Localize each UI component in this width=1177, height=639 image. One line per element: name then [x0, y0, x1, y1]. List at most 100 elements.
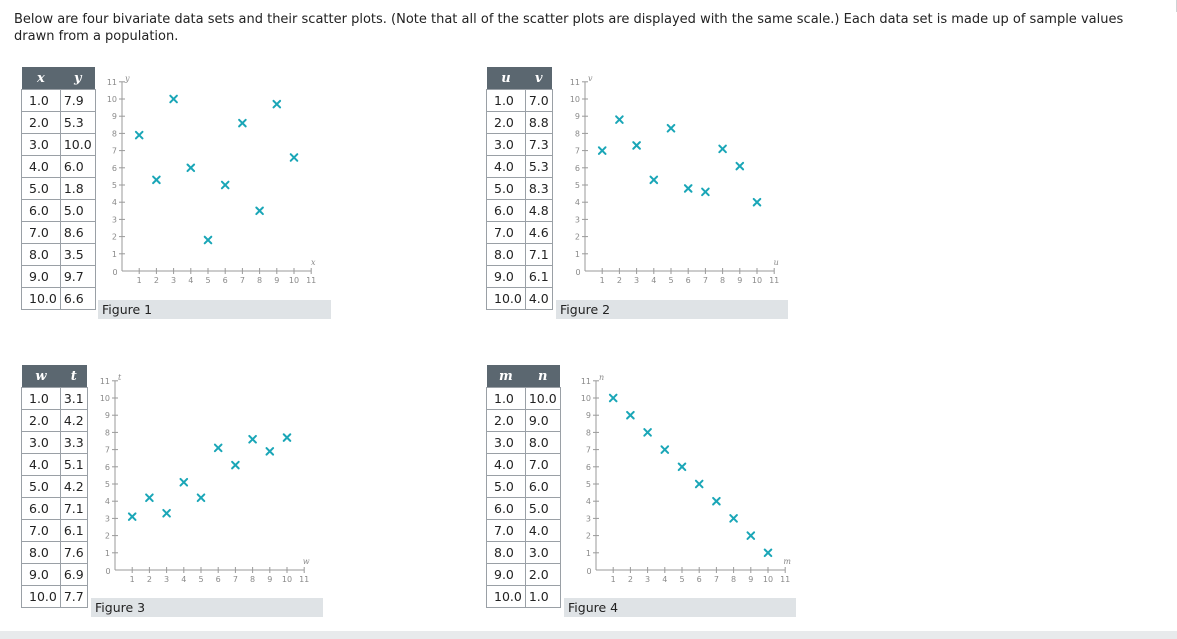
- table-row: 1.0 3.1: [21, 387, 88, 410]
- table-cell-x: 2.0: [486, 111, 526, 134]
- table-cell-x: 7.0: [21, 519, 61, 542]
- data-point: [272, 99, 282, 109]
- x-tick-label: 7: [714, 575, 719, 584]
- table-cell-y: 8.8: [524, 111, 553, 134]
- y-tick-label: 11: [107, 78, 117, 87]
- x-tick-label: 7: [240, 276, 245, 285]
- table-cell-x: 4.0: [486, 453, 526, 476]
- y-tick-label: 11: [100, 377, 110, 386]
- table-cell-y: 4.2: [59, 475, 88, 498]
- table-cell-y: 7.6: [59, 541, 88, 564]
- table-cell-y: 7.7: [59, 585, 88, 608]
- data-point: [649, 175, 659, 185]
- table-row: 4.0 6.0: [21, 155, 96, 178]
- x-tick-label: 5: [198, 575, 203, 584]
- figure-caption: Figure 4: [564, 598, 796, 617]
- x-tick-label: 9: [274, 276, 279, 285]
- x-tick-label: 10: [752, 276, 762, 285]
- y-tick-label: 8: [112, 129, 117, 138]
- table-header-y-header: y: [60, 67, 96, 90]
- data-point: [677, 462, 687, 472]
- table-cell-x: 10.0: [21, 287, 61, 310]
- table-cell-x: 6.0: [486, 497, 526, 520]
- table-cell-y: 6.1: [59, 519, 88, 542]
- table-row: 7.0 4.0: [486, 519, 561, 542]
- data-point: [683, 184, 693, 193]
- data-point: [179, 477, 189, 487]
- y-tick-label: 7: [575, 147, 580, 156]
- x-tick-label: 8: [250, 575, 255, 584]
- data-point: [752, 197, 762, 207]
- y-tick-label: 5: [586, 480, 591, 489]
- y-tick-label: 9: [105, 411, 110, 420]
- x-tick-label: 2: [617, 276, 622, 285]
- table-row: 1.0 7.0: [486, 89, 553, 112]
- table-cell-x: 4.0: [21, 155, 61, 178]
- y-tick-label: 9: [586, 411, 591, 420]
- table-row: 9.0 2.0: [486, 563, 561, 586]
- table-cell-y: 6.0: [524, 475, 561, 498]
- table-cell-y: 1.8: [59, 177, 96, 200]
- data-point: [608, 393, 618, 403]
- table-cell-y: 6.1: [524, 265, 553, 288]
- table-cell-x: 3.0: [21, 133, 61, 156]
- table-cell-y: 7.1: [524, 243, 553, 266]
- x-tick-label: 4: [651, 276, 656, 285]
- x-tick-label: 6: [223, 276, 228, 285]
- y-tick-label: 6: [586, 463, 591, 472]
- data-point: [666, 123, 676, 133]
- y-tick-label: 8: [105, 428, 110, 437]
- table-row: 9.0 9.7: [21, 265, 96, 288]
- x-tick-label: 3: [164, 575, 169, 584]
- table-cell-x: 7.0: [486, 519, 526, 542]
- data-table: w t 1.0 3.1 2.0 4.2 3.0 3.3 4.0 5.1 5.0 4.2 6.0 7.1 7.…: [21, 365, 88, 608]
- table-cell-y: 4.0: [524, 287, 553, 310]
- data-point: [265, 447, 275, 456]
- data-point: [597, 146, 607, 155]
- origin-label: 0: [105, 567, 110, 576]
- table-cell-x: 8.0: [21, 243, 61, 266]
- y-tick-label: 11: [581, 377, 591, 386]
- table-row: 3.0 8.0: [486, 431, 561, 454]
- data-point: [718, 144, 727, 154]
- data-point: [186, 163, 196, 173]
- table-cell-x: 8.0: [486, 541, 526, 564]
- y-tick-label: 5: [112, 181, 117, 190]
- data-point: [729, 514, 738, 523]
- table-cell-y: 3.1: [59, 387, 88, 410]
- y-axis-name: v: [588, 74, 593, 83]
- data-table: u v 1.0 7.0 2.0 8.8 3.0 7.3 4.0 5.3 5.0 8.3 6.0 4.8 7.…: [486, 67, 553, 310]
- figure-caption: Figure 2: [556, 300, 788, 319]
- data-table: x y 1.0 7.9 2.0 5.3 3.0 10.0 4.0 6.0 5.0 1.8 6.0 5.0 7…: [21, 67, 96, 310]
- y-tick-label: 3: [586, 514, 591, 523]
- table-cell-x: 1.0: [486, 387, 526, 410]
- x-tick-label: 4: [662, 575, 667, 584]
- table-row: 10.0 6.6: [21, 287, 96, 310]
- table-row: 8.0 7.1: [486, 243, 553, 266]
- table-row: 4.0 5.1: [21, 453, 88, 476]
- y-tick-label: 9: [112, 112, 117, 121]
- origin-label: 0: [112, 268, 117, 277]
- x-tick-label: 1: [600, 276, 605, 285]
- table-row: 5.0 8.3: [486, 177, 553, 200]
- table-row: 10.0 1.0: [486, 585, 561, 608]
- x-tick-label: 5: [205, 276, 210, 285]
- x-tick-label: 7: [233, 575, 238, 584]
- data-table: m n 1.0 10.0 2.0 9.0 3.0 8.0 4.0 7.0 5.0 6.0 6.0 5.0 7…: [486, 365, 561, 608]
- x-tick-label: 6: [697, 575, 702, 584]
- table-cell-x: 9.0: [21, 265, 61, 288]
- data-point: [289, 153, 299, 162]
- x-tick-label: 8: [731, 575, 736, 584]
- table-cell-x: 7.0: [486, 221, 526, 244]
- y-tick-label: 8: [575, 129, 580, 138]
- data-point: [746, 531, 756, 540]
- x-tick-label: 7: [703, 276, 708, 285]
- table-cell-y: 8.6: [59, 221, 96, 244]
- x-tick-label: 2: [147, 575, 152, 584]
- x-tick-label: 6: [216, 575, 221, 584]
- y-tick-label: 10: [570, 95, 580, 104]
- table-row: 7.0 4.6: [486, 221, 553, 244]
- table-cell-x: 1.0: [21, 387, 61, 410]
- table-cell-y: 7.0: [524, 453, 561, 476]
- table-cell-x: 3.0: [486, 133, 526, 156]
